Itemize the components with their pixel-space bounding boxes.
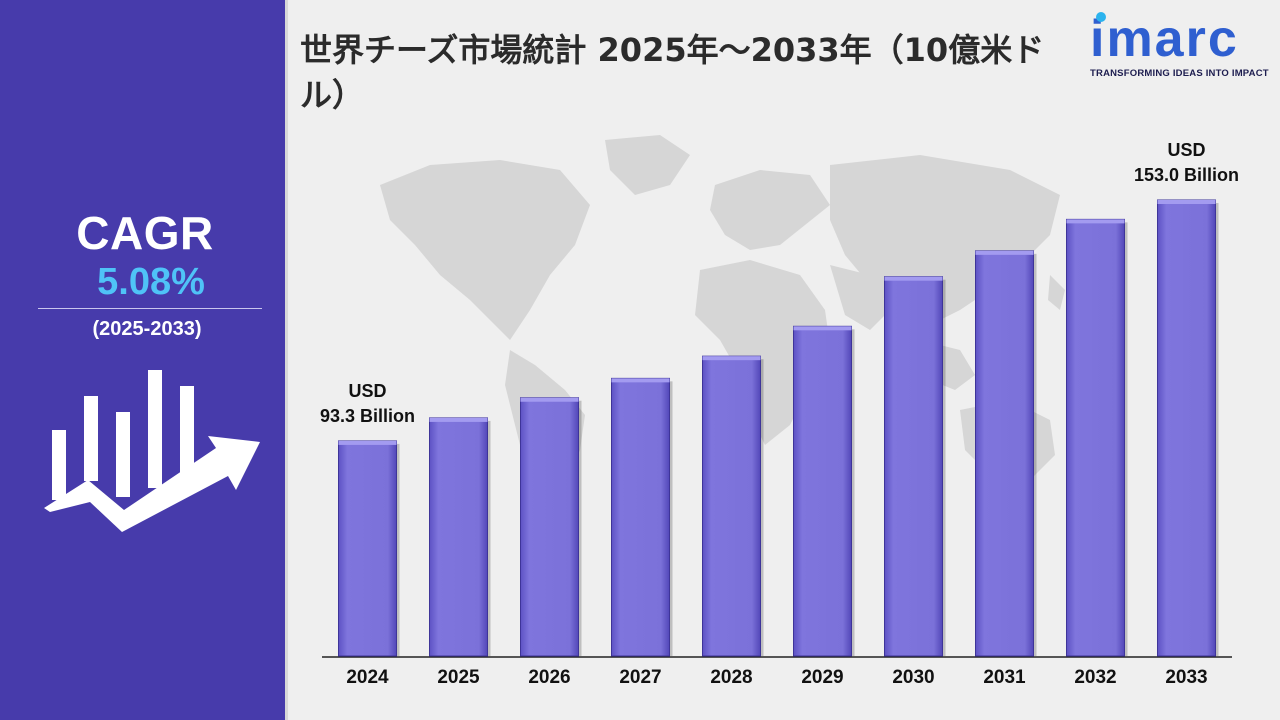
x-tick-label-2033: 2033 [1165, 667, 1207, 688]
cagr-divider [38, 308, 262, 309]
data-label-2024: USD 93.3 Billion [320, 379, 415, 429]
x-tick-label-2031: 2031 [983, 667, 1026, 688]
bar-cap-2032 [1066, 219, 1125, 224]
x-tick-label-2028: 2028 [710, 667, 752, 688]
bar-cap-2027 [611, 378, 670, 383]
bar-2025 [429, 417, 488, 657]
growth-chart-arrow-icon [44, 370, 260, 532]
cagr-value: 5.08% [97, 261, 205, 303]
data-label-line: 153.0 Billion [1134, 165, 1240, 185]
bar-2030 [884, 276, 943, 657]
bar-2027 [611, 377, 670, 657]
sidebar [0, 0, 285, 720]
x-tick-label-2029: 2029 [801, 667, 843, 688]
logo-tagline: TRANSFORMING IDEAS INTO IMPACT [1090, 68, 1269, 79]
x-tick-label-2024: 2024 [346, 667, 389, 688]
bar-cap-2031 [975, 250, 1034, 255]
data-label-line: 93.3 Billion [320, 405, 416, 426]
bar-2031 [975, 250, 1034, 657]
x-tick-label-2030: 2030 [892, 667, 934, 688]
bar-cap-2028 [702, 356, 761, 361]
cagr-period: (2025-2033) [92, 318, 202, 340]
logo-name: imarc [1090, 10, 1239, 68]
logo-dot [1096, 12, 1106, 22]
cagr-label: CAGR [76, 207, 214, 259]
bar-cap-2029 [793, 326, 852, 331]
x-tick-label-2032: 2032 [1074, 667, 1116, 688]
bar-2026 [520, 397, 579, 657]
bar-cap-2024 [338, 440, 397, 445]
data-label-line: USD [1167, 140, 1206, 160]
bar-2024 [338, 440, 397, 657]
x-tick-label-2026: 2026 [528, 667, 570, 688]
bar-2029 [793, 325, 852, 657]
bar-2028 [702, 355, 761, 657]
chart-title: 世界チーズ市場統計 2025年～2033年（10億米ドル） [300, 31, 1045, 114]
bar-cap-2025 [429, 417, 488, 422]
bar-2032 [1066, 218, 1125, 657]
bar-cap-2030 [884, 276, 943, 281]
x-tick-label-2027: 2027 [619, 667, 661, 688]
bar-2033 [1157, 199, 1216, 657]
imarc-logo: imarc TRANSFORMING IDEAS INTO IMPACT [1090, 12, 1270, 79]
data-label-line: USD [348, 380, 387, 401]
logo-wordmark: imarc [1090, 12, 1270, 66]
x-tick-label-2025: 2025 [437, 667, 480, 688]
data-label-2033: USD 153.0 Billion [1134, 138, 1239, 188]
bar-cap-2033 [1157, 200, 1216, 204]
sidebar-divider [285, 0, 288, 720]
bar-cap-2026 [520, 397, 579, 402]
